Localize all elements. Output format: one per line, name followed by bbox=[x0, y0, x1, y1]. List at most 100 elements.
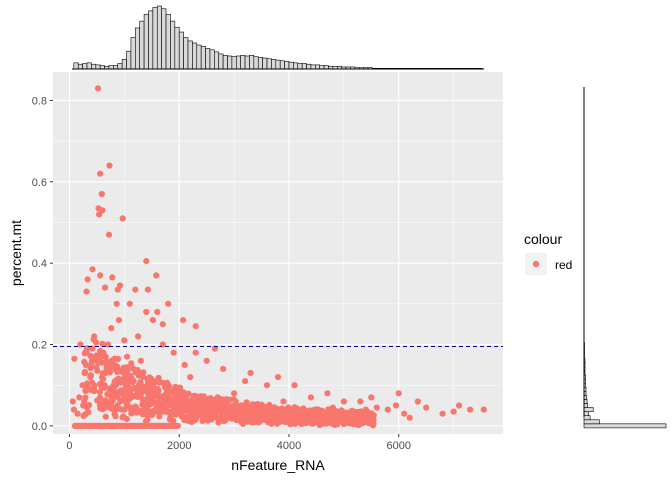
top-histogram-bar bbox=[196, 44, 202, 70]
data-point-cloud bbox=[176, 394, 183, 401]
data-point-outlier bbox=[291, 382, 298, 389]
data-point-cloud bbox=[205, 410, 213, 417]
data-point-outlier bbox=[143, 308, 150, 316]
data-point-cloud bbox=[110, 382, 117, 389]
top-histogram-bar bbox=[73, 62, 79, 70]
top-histogram-bar bbox=[257, 57, 263, 70]
data-point-outlier bbox=[143, 258, 150, 265]
top-histogram-bar bbox=[266, 58, 272, 70]
data-point-outlier bbox=[392, 402, 400, 409]
data-point-outlier bbox=[450, 408, 457, 415]
data-point-outlier bbox=[187, 374, 194, 381]
data-point-outlier bbox=[95, 205, 102, 212]
data-point-outlier bbox=[137, 357, 144, 364]
top-histogram-bar bbox=[117, 63, 123, 70]
data-point-outlier bbox=[115, 317, 122, 324]
right-histogram-bar bbox=[583, 419, 600, 425]
x-tick-label: 0 bbox=[66, 440, 72, 452]
data-point-cloud bbox=[81, 350, 88, 357]
top-histogram-bar bbox=[253, 56, 259, 70]
data-point-cloud bbox=[117, 398, 124, 405]
data-point-outlier bbox=[113, 300, 120, 307]
data-point-cloud bbox=[243, 404, 250, 411]
data-point-cloud bbox=[115, 355, 122, 363]
legend-key-point bbox=[532, 260, 540, 268]
data-point-outlier bbox=[159, 321, 166, 328]
data-point-outlier bbox=[181, 361, 188, 368]
data-point-outlier bbox=[108, 325, 115, 332]
data-point-cloud bbox=[281, 417, 288, 424]
data-point-outlier bbox=[214, 394, 221, 401]
data-point-cloud bbox=[222, 406, 229, 413]
data-point-cloud bbox=[112, 413, 119, 420]
top-histogram-bar bbox=[187, 40, 193, 70]
data-point-cloud bbox=[134, 390, 141, 397]
data-point-outlier bbox=[423, 404, 430, 411]
data-point-cloud bbox=[115, 375, 122, 382]
top-histogram-bar bbox=[231, 56, 237, 70]
right-histogram-bar bbox=[583, 423, 667, 429]
data-point-cloud bbox=[213, 414, 220, 421]
x-axis-ticks: 0 2000 4000 6000 bbox=[66, 434, 411, 452]
data-point-cloud bbox=[82, 411, 89, 418]
top-histogram-bar bbox=[192, 42, 198, 70]
data-point-outlier bbox=[220, 365, 227, 372]
data-point-cloud bbox=[164, 382, 171, 389]
top-histogram-bar bbox=[209, 49, 215, 70]
top-histogram-bar bbox=[130, 37, 136, 70]
data-point-cloud bbox=[82, 387, 89, 394]
data-point-cloud bbox=[287, 421, 294, 428]
data-point-cloud bbox=[142, 418, 150, 425]
data-point-outlier bbox=[98, 190, 105, 198]
data-point-outlier bbox=[102, 284, 109, 291]
data-point-outlier bbox=[106, 162, 113, 169]
data-point-outlier bbox=[77, 341, 84, 348]
data-point-outlier bbox=[467, 406, 474, 413]
data-point-cloud bbox=[243, 413, 250, 421]
top-histogram-bar bbox=[161, 8, 167, 70]
data-point-outlier bbox=[439, 410, 446, 417]
data-point-cloud bbox=[208, 416, 215, 423]
data-point-outlier bbox=[101, 382, 108, 389]
data-point-cloud bbox=[197, 405, 205, 412]
data-point-outlier bbox=[149, 317, 156, 324]
data-point-outlier bbox=[70, 406, 77, 413]
data-point-outlier bbox=[80, 402, 87, 409]
top-histogram-bar bbox=[135, 27, 141, 70]
data-point-cloud bbox=[160, 408, 167, 415]
legend-entry-label: red bbox=[555, 258, 572, 272]
data-point-outlier bbox=[252, 402, 260, 409]
x-tick-label: 4000 bbox=[277, 440, 301, 452]
top-histogram-bar bbox=[214, 51, 220, 70]
top-histogram-bar bbox=[222, 55, 228, 70]
data-point-cloud bbox=[128, 360, 135, 367]
data-point-cloud bbox=[291, 404, 298, 411]
data-point-outlier bbox=[180, 317, 187, 324]
y-tick-label: 0.0 bbox=[32, 421, 47, 433]
data-point-outlier bbox=[76, 394, 83, 401]
data-point-cloud bbox=[212, 407, 219, 414]
data-point-cloud bbox=[150, 385, 158, 392]
data-point-outlier bbox=[406, 414, 413, 421]
data-point-cloud bbox=[249, 409, 256, 416]
top-histogram-bar bbox=[249, 55, 255, 70]
data-point-cloud bbox=[266, 401, 273, 409]
data-point-cloud bbox=[185, 404, 192, 411]
data-point-cloud bbox=[191, 417, 199, 424]
data-point-outlier bbox=[165, 300, 172, 307]
data-point-outlier bbox=[100, 349, 107, 356]
top-histogram-bar bbox=[227, 55, 233, 70]
data-point-outlier bbox=[119, 215, 126, 222]
data-point-cloud bbox=[292, 420, 299, 427]
data-point-cloud bbox=[188, 396, 195, 403]
top-histogram-bar bbox=[240, 55, 246, 70]
data-point-cloud bbox=[180, 402, 187, 409]
data-point-cloud bbox=[110, 364, 117, 371]
right-marginal-histogram bbox=[583, 342, 667, 429]
x-tick-label: 2000 bbox=[167, 440, 191, 452]
data-point-outlier bbox=[109, 274, 116, 281]
top-histogram-bar bbox=[178, 31, 184, 70]
major-gridlines bbox=[53, 72, 503, 434]
top-histogram-bar bbox=[95, 64, 101, 70]
data-point-cloud bbox=[174, 405, 181, 412]
